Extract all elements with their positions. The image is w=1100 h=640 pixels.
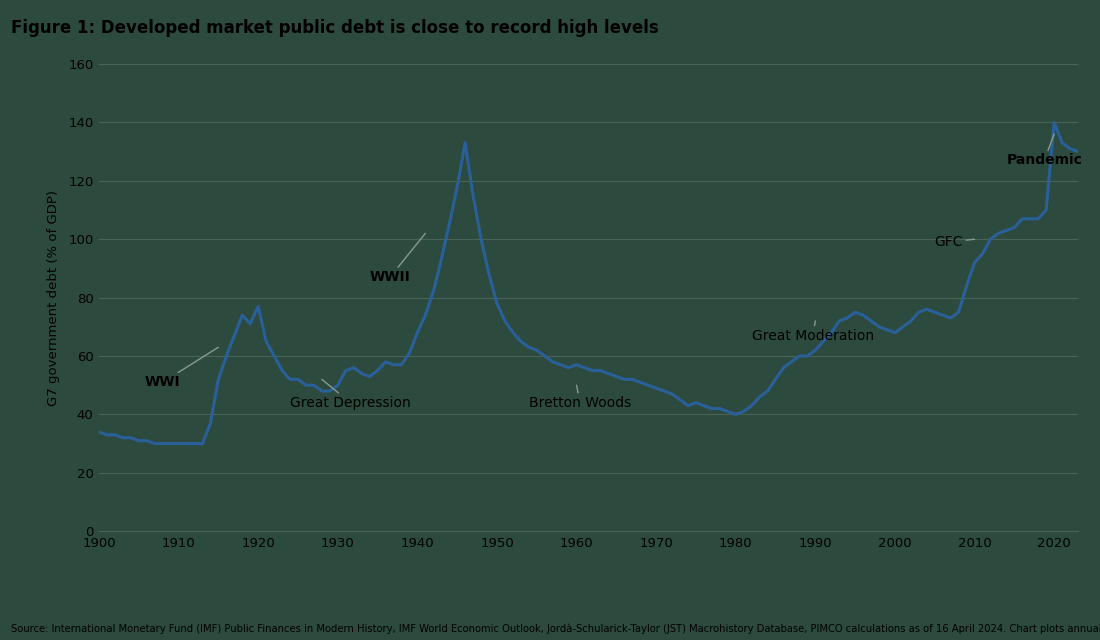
Text: Bretton Woods: Bretton Woods [529,385,631,410]
Text: Figure 1: Developed market public debt is close to record high levels: Figure 1: Developed market public debt i… [11,19,659,37]
Text: Great Moderation: Great Moderation [751,321,873,342]
Text: Great Depression: Great Depression [290,380,410,410]
Text: GFC: GFC [935,235,975,249]
Text: WWI: WWI [145,348,219,389]
Text: WWII: WWII [370,234,426,284]
Text: Pandemic: Pandemic [1006,134,1082,167]
Y-axis label: G7 government debt (% of GDP): G7 government debt (% of GDP) [46,189,59,406]
Text: Source: International Monetary Fund (IMF) Public Finances in Modern History, IMF: Source: International Monetary Fund (IMF… [11,623,1100,634]
